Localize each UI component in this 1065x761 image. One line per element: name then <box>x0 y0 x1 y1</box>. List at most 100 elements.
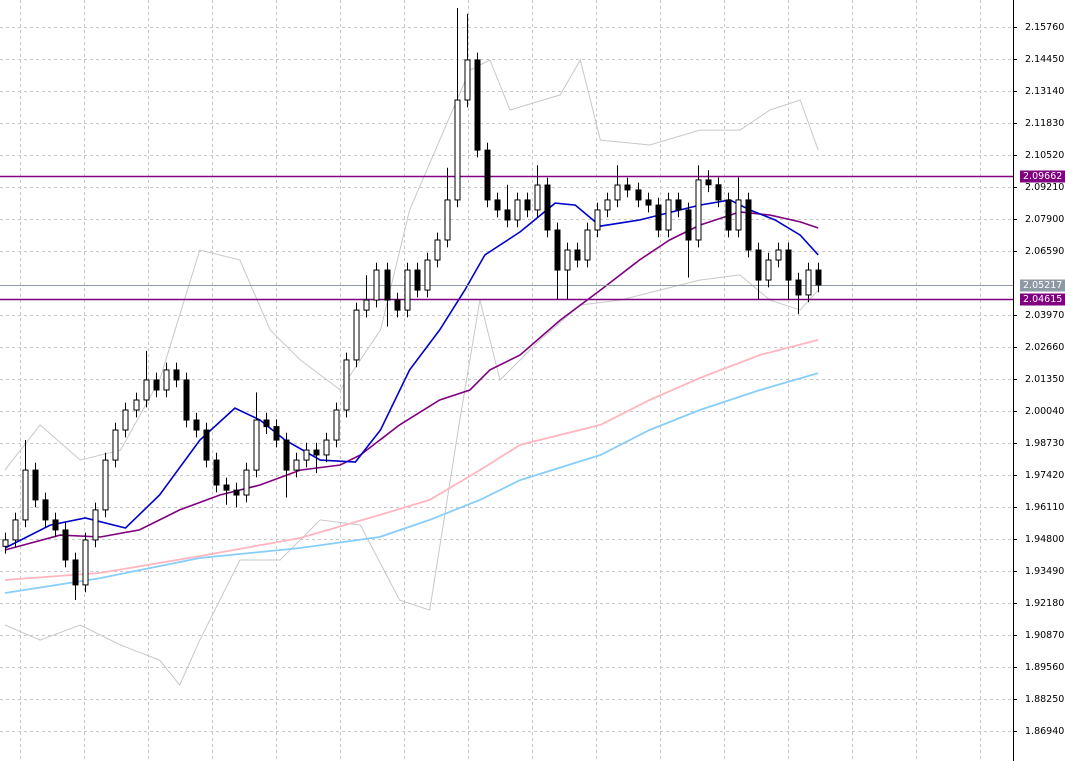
candle-body <box>253 419 260 471</box>
candle-body <box>444 199 451 241</box>
candle-body <box>213 459 220 486</box>
candle-body <box>685 209 692 241</box>
indicators <box>4 58 819 687</box>
y-tick-label: 1.90870 <box>1025 630 1064 641</box>
candle-body <box>504 209 511 221</box>
y-tick-label: 1.97420 <box>1025 470 1064 481</box>
y-tick-label: 2.00040 <box>1025 406 1064 417</box>
indicator-line <box>4 211 819 551</box>
candle-body <box>143 379 150 401</box>
candle-body <box>594 209 601 231</box>
candle-body <box>524 199 531 211</box>
candle-body <box>715 184 722 201</box>
candle-body <box>62 529 69 561</box>
candle-body <box>464 59 471 101</box>
candle-body <box>474 59 481 151</box>
candle-body <box>655 204 662 231</box>
candle-body <box>112 429 119 461</box>
y-tick-label: 1.86940 <box>1025 726 1064 737</box>
candle-body <box>243 469 250 496</box>
candle-body <box>373 269 380 301</box>
candle-body <box>755 249 762 281</box>
candle-body <box>675 199 682 211</box>
candle-body <box>484 149 491 201</box>
candle-body <box>384 269 391 301</box>
candle-body <box>353 309 360 361</box>
candle-body <box>665 199 672 231</box>
level-label-bg <box>1020 170 1065 183</box>
candle-body <box>815 269 822 286</box>
candle-body <box>22 469 29 521</box>
candle-body <box>303 449 310 461</box>
candle-body <box>363 299 370 311</box>
candle-body <box>233 489 240 496</box>
y-tick-label: 2.07900 <box>1025 214 1064 225</box>
candle-body <box>72 559 79 586</box>
candle-body <box>203 429 210 461</box>
indicator-line <box>4 274 819 687</box>
level-label: 2.09662 <box>1023 171 1062 182</box>
candles <box>2 7 822 601</box>
candle-body <box>745 199 752 251</box>
y-tick-label: 1.93490 <box>1025 566 1064 577</box>
candle-body <box>705 179 712 186</box>
candle-body <box>454 99 461 201</box>
candle-body <box>574 249 581 261</box>
candle-body <box>725 199 732 231</box>
y-tick-label: 2.13140 <box>1025 86 1064 97</box>
candle-body <box>584 229 591 261</box>
candle-body <box>333 409 340 441</box>
candle-body <box>795 279 802 296</box>
candle-body <box>624 184 631 191</box>
candle-body <box>82 539 89 586</box>
candle-body <box>2 539 9 547</box>
candle-body <box>153 379 160 391</box>
indicator-line <box>4 372 819 594</box>
candle-body <box>92 509 99 541</box>
y-tick-label: 2.01350 <box>1025 374 1064 385</box>
candle-body <box>283 439 290 471</box>
candle-body <box>404 269 411 311</box>
candle-body <box>343 359 350 411</box>
candle-body <box>424 259 431 291</box>
y-tick-label: 2.03970 <box>1025 310 1064 321</box>
candle-body <box>173 369 180 381</box>
candle-body <box>394 299 401 311</box>
indicator-line <box>4 58 819 471</box>
candle-body <box>12 519 19 541</box>
candle-body <box>293 459 300 471</box>
candle-body <box>434 239 441 261</box>
y-tick-label: 1.98730 <box>1025 438 1064 449</box>
candle-body <box>263 419 270 428</box>
price-axis: 2.15760 2.14450 2.13140 2.11830 2.10520 2.092… <box>1013 22 1065 737</box>
level-label: 2.05217 <box>1023 280 1062 291</box>
y-tick-label: 2.02660 <box>1025 342 1064 353</box>
y-tick-label: 2.11830 <box>1025 118 1064 129</box>
y-tick-label: 2.15760 <box>1025 22 1064 33</box>
candle-body <box>544 184 551 231</box>
candle-body <box>695 179 702 241</box>
indicator-line <box>4 199 819 549</box>
candle-body <box>614 184 621 201</box>
y-tick-label: 2.09210 <box>1025 182 1064 193</box>
candle-body <box>273 426 280 441</box>
candle-body <box>32 469 39 501</box>
level-label-bg <box>1020 279 1065 292</box>
candle-body <box>52 519 59 531</box>
candle-body <box>785 249 792 281</box>
y-tick-label: 1.89560 <box>1025 662 1064 673</box>
y-tick-label: 2.10520 <box>1025 150 1064 161</box>
candle-body <box>313 449 320 456</box>
candle-body <box>604 199 611 211</box>
level-label: 2.04615 <box>1023 294 1062 305</box>
indicator-line <box>4 339 819 581</box>
candle-body <box>765 259 772 281</box>
y-tick-label: 2.14450 <box>1025 54 1064 65</box>
candle-body <box>735 199 742 231</box>
candle-body <box>122 409 129 431</box>
y-tick-label: 1.92180 <box>1025 598 1064 609</box>
candle-body <box>133 399 140 411</box>
candle-body <box>635 189 642 201</box>
